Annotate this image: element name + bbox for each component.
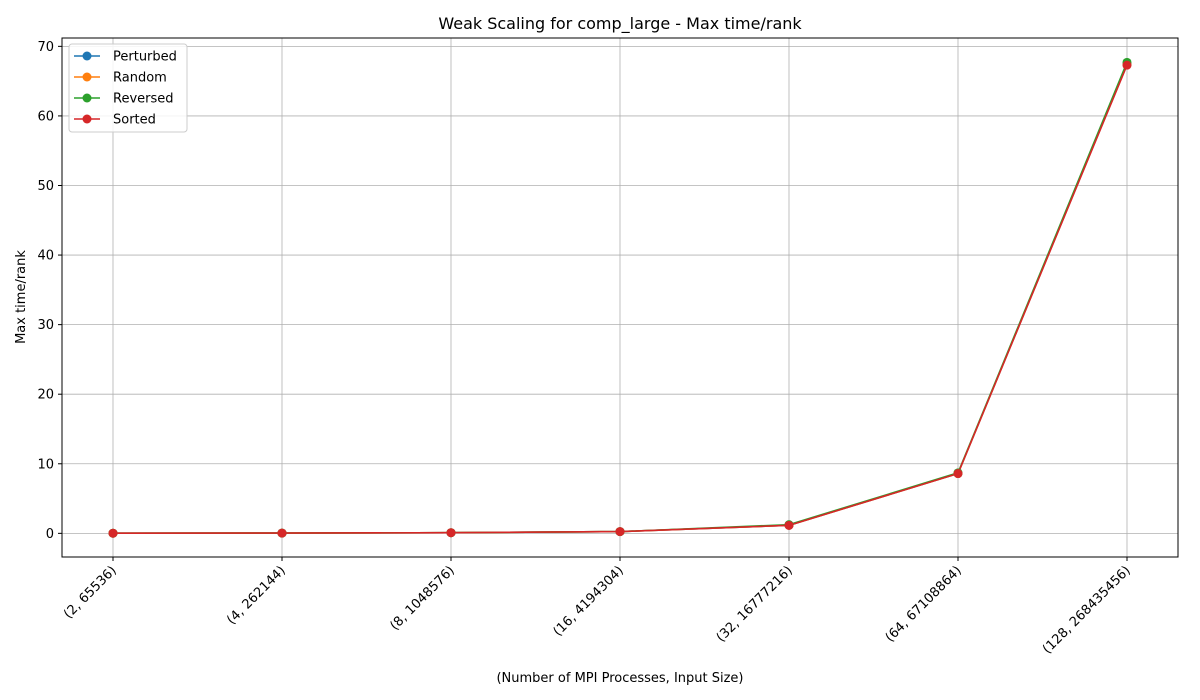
legend-label: Reversed [113,92,174,107]
y-tick-label: 70 [37,40,54,55]
x-tick-label: (16, 4194304) [551,563,627,639]
grid [62,38,1178,557]
legend-box [68,43,188,133]
x-axis-label: (Number of MPI Processes, Input Size) [496,671,743,686]
x-tick-label: (32, 16777216) [714,563,796,645]
legend-label: Sorted [113,113,156,128]
y-tick-label: 50 [37,179,54,194]
x-tick-label: (8, 1048576) [387,563,457,633]
y-tick-label: 30 [37,318,54,333]
y-axis-ticks: 0 10 20 30 40 50 60 70 [37,40,62,542]
data-point-sorted [446,528,456,538]
data-point-sorted [615,527,625,537]
legend-label: Random [113,71,167,86]
legend-swatch-marker [82,51,92,61]
x-tick-label: (2, 65536) [61,563,120,622]
y-axis-label: Max time/rank [14,250,29,344]
x-tick-label: (64, 67108864) [883,563,965,645]
data-point-sorted [108,528,118,538]
x-tick-label: (4, 262144) [224,563,289,628]
y-tick-label: 10 [37,457,54,472]
y-tick-label: 60 [37,109,54,124]
legend-swatch-marker [82,93,92,103]
x-tick-label: (128, 268435456) [1040,563,1134,657]
legend-swatch-marker [82,72,92,82]
x-axis-ticks: (2, 65536) (4, 262144) (8, 1048576) (16, 41… [61,557,1134,657]
legend-label: Perturbed [113,50,177,65]
series-points [108,57,1132,538]
y-tick-label: 0 [46,527,54,542]
data-point-sorted [784,520,794,530]
data-point-sorted [953,469,963,479]
y-tick-label: 40 [37,249,54,264]
y-tick-label: 20 [37,388,54,403]
data-point-sorted [1122,60,1132,70]
chart-title: Weak Scaling for comp_large - Max time/r… [438,14,802,34]
data-point-sorted [277,528,287,538]
legend: Perturbed Random Reversed Sorted [68,43,188,133]
legend-swatch-marker [82,114,92,124]
